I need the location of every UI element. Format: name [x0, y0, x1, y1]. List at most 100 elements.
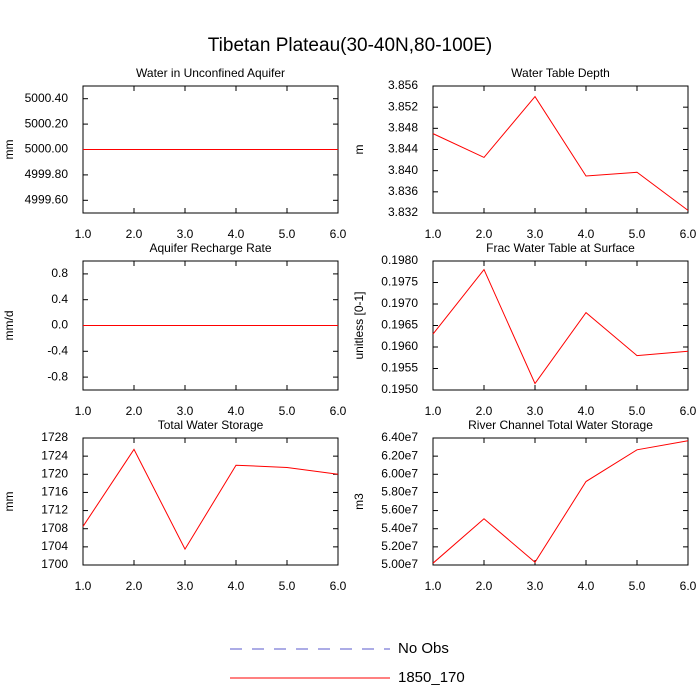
x-tick-label: 2.0	[476, 579, 493, 593]
y-tick-label: 0.1955	[381, 361, 418, 375]
x-tick-label: 4.0	[228, 227, 245, 241]
panel-title: Total Water Storage	[158, 418, 264, 432]
x-tick-label: 5.0	[629, 579, 646, 593]
x-tick-label: 6.0	[330, 227, 347, 241]
y-tick-label: 5000.20	[25, 116, 69, 130]
panel-title: Water in Unconfined Aquifer	[136, 66, 285, 80]
x-tick-label: 5.0	[279, 579, 296, 593]
plot-frame	[432, 85, 689, 214]
x-tick-label: 3.0	[527, 227, 544, 241]
y-tick-label: -0.4	[47, 343, 68, 357]
x-tick-label: 2.0	[476, 404, 493, 418]
x-tick-label: 6.0	[330, 579, 347, 593]
panel-title: River Channel Total Water Storage	[468, 418, 653, 432]
x-tick-label: 3.0	[177, 227, 194, 241]
data-line	[432, 95, 689, 211]
plot-frame	[82, 437, 339, 566]
x-tick-label: 3.0	[177, 404, 194, 418]
x-tick-label: 4.0	[228, 579, 245, 593]
y-tick-label: 5.80e7	[381, 485, 418, 499]
y-tick-label: 1720	[41, 466, 68, 480]
y-tick-label: 1724	[41, 448, 68, 462]
panel-title: Water Table Depth	[511, 66, 610, 80]
y-axis-label: m3	[352, 493, 366, 510]
x-tick-label: 3.0	[527, 579, 544, 593]
y-tick-label: 6.40e7	[381, 430, 418, 444]
y-tick-label: 0.1960	[381, 339, 418, 353]
y-tick-label: 0.1965	[381, 318, 418, 332]
x-tick-label: 1.0	[75, 404, 92, 418]
x-tick-label: 1.0	[425, 579, 442, 593]
x-tick-label: 1.0	[75, 227, 92, 241]
y-tick-label: 0.4	[51, 292, 68, 306]
y-tick-label: 0.8	[51, 266, 68, 280]
x-tick-label: 1.0	[425, 404, 442, 418]
x-tick-label: 3.0	[177, 579, 194, 593]
x-tick-label: 4.0	[578, 227, 595, 241]
x-tick-label: 6.0	[680, 227, 697, 241]
plot-frame	[432, 260, 689, 391]
y-tick-label: 1700	[41, 557, 68, 571]
y-tick-label: 0.1975	[381, 275, 418, 289]
y-tick-label: 1704	[41, 539, 68, 553]
legend-label: 1850_170	[398, 669, 465, 686]
x-tick-label: 4.0	[578, 404, 595, 418]
y-tick-label: 3.844	[388, 142, 418, 156]
panel-title: Aquifer Recharge Rate	[149, 241, 271, 255]
x-tick-label: 1.0	[425, 227, 442, 241]
x-tick-label: 2.0	[126, 404, 143, 418]
data-line	[82, 448, 339, 551]
y-axis-label: mm	[2, 140, 16, 160]
y-tick-label: 4999.80	[25, 167, 69, 181]
y-tick-label: 6.20e7	[381, 448, 418, 462]
x-tick-label: 2.0	[126, 579, 143, 593]
y-tick-label: 3.856	[388, 78, 418, 92]
y-tick-label: 5.40e7	[381, 521, 418, 535]
y-tick-label: 1708	[41, 521, 68, 535]
x-tick-label: 2.0	[126, 227, 143, 241]
y-tick-label: -0.8	[47, 369, 68, 383]
x-tick-label: 2.0	[476, 227, 493, 241]
y-tick-label: 0.1950	[381, 382, 418, 396]
y-tick-label: 5.20e7	[381, 539, 418, 553]
x-tick-label: 4.0	[228, 404, 245, 418]
x-tick-label: 6.0	[330, 404, 347, 418]
x-tick-label: 5.0	[629, 227, 646, 241]
y-tick-label: 5.60e7	[381, 503, 418, 517]
x-tick-label: 1.0	[75, 579, 92, 593]
x-tick-label: 5.0	[279, 227, 296, 241]
x-tick-label: 5.0	[629, 404, 646, 418]
panel-title: Frac Water Table at Surface	[486, 241, 635, 255]
x-tick-label: 4.0	[578, 579, 595, 593]
legend-label: No Obs	[398, 640, 449, 657]
data-line	[432, 268, 689, 385]
x-tick-label: 6.0	[680, 579, 697, 593]
y-tick-label: 0.1980	[381, 253, 418, 267]
y-tick-label: 1716	[41, 485, 68, 499]
y-tick-label: 0.0	[51, 318, 68, 332]
y-tick-label: 5000.00	[25, 142, 69, 156]
y-axis-label: mm/d	[2, 311, 16, 341]
y-tick-label: 1728	[41, 430, 68, 444]
y-tick-label: 4999.60	[25, 192, 69, 206]
y-tick-label: 6.00e7	[381, 466, 418, 480]
y-tick-label: 5.00e7	[381, 557, 418, 571]
y-tick-label: 0.1970	[381, 296, 418, 310]
y-tick-label: 5000.40	[25, 91, 69, 105]
y-axis-label: m	[352, 145, 366, 155]
y-axis-label: mm	[2, 492, 16, 512]
y-tick-label: 3.832	[388, 205, 418, 219]
y-axis-label: unitless [0-1]	[352, 291, 366, 359]
figure-title: Tibetan Plateau(30-40N,80-100E)	[208, 35, 492, 56]
data-line	[432, 440, 689, 564]
y-tick-label: 3.836	[388, 184, 418, 198]
x-tick-label: 3.0	[527, 404, 544, 418]
y-tick-label: 3.840	[388, 163, 418, 177]
y-tick-label: 1712	[41, 503, 68, 517]
x-tick-label: 6.0	[680, 404, 697, 418]
plot-frame	[432, 437, 689, 566]
y-tick-label: 3.852	[388, 99, 418, 113]
x-tick-label: 5.0	[279, 404, 296, 418]
